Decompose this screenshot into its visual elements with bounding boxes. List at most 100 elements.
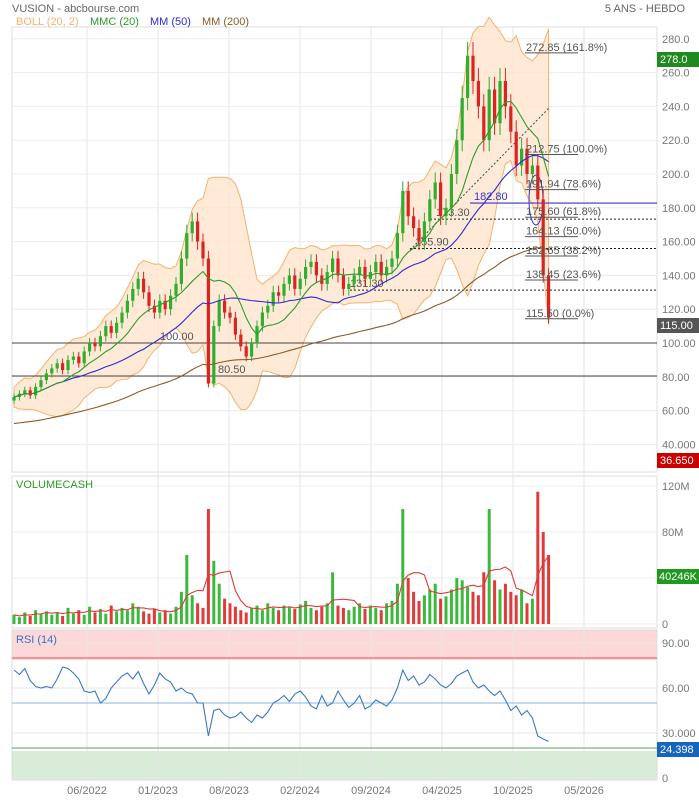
candle-body [314,261,318,276]
volume-bar [82,614,86,624]
candle-body [190,221,194,234]
volume-bar [293,609,297,624]
high-price-tag [657,52,699,67]
mmc20-line [13,100,550,398]
candle-body [82,351,86,364]
volume-bar [185,555,189,624]
volume-bar [449,589,453,624]
candle-body [93,343,97,347]
candle-body [347,283,351,289]
volume-bar [201,607,205,624]
volume-bar [395,583,399,624]
volume-panel [11,475,658,629]
candle-body [39,380,43,387]
candle-body [536,165,540,200]
volume-bar [217,583,221,624]
candle-body [174,283,178,296]
level-label: 100.00 [160,331,194,343]
last-volume-tag [657,569,699,584]
volume-bar [23,612,27,624]
volume-bar [287,606,291,624]
volume-bar [169,613,173,624]
chart-title: VUSION - abcbourse.com [12,3,139,15]
volume-bar [352,606,356,624]
candle-body [28,390,32,396]
candle-body [433,182,437,200]
rsi-panel [11,629,658,781]
candle-body [309,261,313,267]
fib-level-label: 115.50 (0.0%) [526,308,594,320]
volume-bar [104,613,108,624]
volume-bar [325,603,329,624]
candle-body [282,283,286,296]
volume-bar [77,610,81,624]
volume-bar [147,613,151,624]
candle-body [169,295,173,310]
candle-body [98,336,102,347]
volume-tick-label: 120M [662,481,690,493]
candle-body [352,275,356,284]
mm50-line [13,154,549,398]
price-tick-label: 100.00 [662,338,696,350]
volume-bar [71,613,75,624]
x-tick-label: 04/2025 [422,785,462,797]
candle-body [379,261,383,276]
volume-bar [358,603,362,624]
candle-body [228,312,232,318]
candle-body [185,233,189,259]
candle-body [50,368,54,374]
fib-level-label: 152.65 (38.2%) [526,245,601,257]
volume-bar [260,610,264,624]
volume-bar [444,596,448,624]
candle-body [449,174,453,208]
candle-body [120,312,124,323]
rsi-oversold-zone [12,751,657,780]
volume-bar [282,605,286,624]
candle-body [260,312,264,327]
price-tick-label: 280.0 [662,34,690,46]
volume-bar [120,607,124,624]
candle-body [336,258,340,276]
mm200-line [13,247,549,425]
volume-bar [379,610,383,624]
price-tick-label: 260.0 [662,68,690,80]
legend-mm200: MM (200) [202,16,249,28]
candle-body [406,190,410,217]
volume-bar [433,583,437,624]
volume-bar [115,611,119,624]
candle-body [271,292,275,306]
candle-body [142,278,146,293]
volume-title: VOLUMECASH [16,479,93,491]
level-label: 80.50 [218,364,246,376]
volume-bar [255,605,259,624]
last-rsi-tag [657,742,699,757]
candle-body [66,359,70,371]
volume-bar [487,509,491,624]
candle-body [88,343,92,352]
price-tick-label: 180.00 [662,203,696,215]
candle-body [428,199,432,222]
candle-body [466,55,470,98]
x-tick-label: 09/2024 [351,785,391,797]
candle-body [158,300,162,313]
volume-tick-label: 0 [662,619,668,631]
candle-body [239,334,243,347]
candle-body [331,258,335,273]
x-tick-label: 01/2023 [138,785,178,797]
candle-body [530,165,534,174]
fib-level-label: 164.13 (50.0%) [526,226,601,238]
candle-body [417,228,421,242]
candle-body [71,356,75,360]
candle-body [498,81,502,124]
volume-bar [341,607,345,624]
x-tick-label: 08/2023 [209,785,249,797]
candle-body [244,346,248,357]
volume-bar [17,617,21,624]
candle-body [77,356,81,364]
volume-bar [158,612,162,624]
candle-body [358,266,362,276]
volume-bar [271,607,275,624]
price-tick-label: 40.000 [662,439,696,451]
